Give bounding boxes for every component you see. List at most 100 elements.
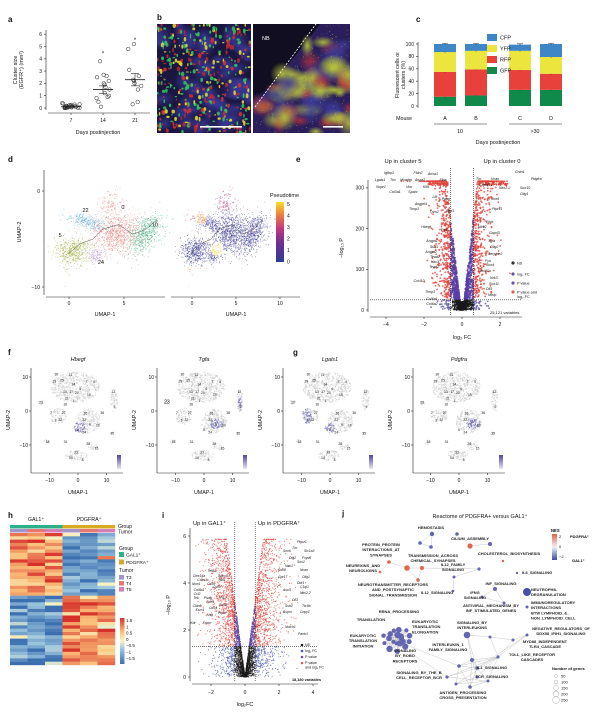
cell-point bbox=[236, 249, 237, 250]
cell-point bbox=[261, 217, 262, 218]
cell-point bbox=[253, 249, 254, 250]
cell-point bbox=[229, 235, 230, 236]
cell-point bbox=[133, 235, 134, 236]
legend-swatch-cfp bbox=[487, 34, 497, 41]
cell-point bbox=[241, 239, 242, 240]
cell-point bbox=[120, 242, 121, 243]
cell-point bbox=[80, 248, 81, 249]
cell-point bbox=[96, 226, 97, 227]
cell-point bbox=[214, 225, 215, 226]
cell-point bbox=[233, 228, 234, 229]
cell bbox=[245, 23, 247, 26]
cell-point bbox=[119, 221, 120, 222]
cell-point bbox=[98, 219, 99, 220]
cell-point bbox=[141, 240, 142, 241]
cell-point bbox=[228, 214, 229, 215]
cell-point bbox=[94, 244, 95, 245]
speckle bbox=[323, 81, 324, 82]
cell bbox=[166, 129, 169, 133]
cell-point bbox=[124, 216, 125, 217]
speckle bbox=[344, 89, 345, 90]
cell-point bbox=[95, 258, 96, 259]
cell-point bbox=[108, 236, 109, 237]
cell-point bbox=[99, 225, 100, 226]
speckle bbox=[344, 44, 345, 45]
cell-point bbox=[126, 220, 127, 221]
cell-point bbox=[101, 212, 102, 213]
cell-point bbox=[80, 258, 81, 259]
cell-point bbox=[107, 222, 108, 223]
cell-point bbox=[242, 222, 243, 223]
cell bbox=[181, 59, 183, 63]
cell-point bbox=[94, 229, 95, 230]
cell-point bbox=[114, 230, 115, 231]
speckle bbox=[330, 129, 331, 130]
cell-point bbox=[270, 217, 271, 218]
cell-point bbox=[59, 216, 60, 217]
cell-point bbox=[96, 221, 97, 222]
cell-point bbox=[241, 237, 242, 238]
cell bbox=[219, 85, 220, 88]
cell-point bbox=[109, 242, 110, 243]
cell-point bbox=[126, 248, 127, 249]
cell bbox=[185, 83, 188, 85]
cell-point bbox=[229, 228, 230, 229]
cell bbox=[159, 118, 161, 121]
cell bbox=[206, 101, 208, 103]
cell-point bbox=[225, 231, 226, 232]
cell-point bbox=[117, 246, 118, 247]
cell-point bbox=[87, 256, 88, 257]
cell bbox=[236, 130, 238, 135]
speckle bbox=[335, 26, 336, 27]
cell bbox=[172, 110, 175, 114]
cell-point bbox=[72, 238, 73, 239]
cell-point bbox=[141, 237, 142, 238]
cell-point bbox=[96, 225, 97, 226]
cell-point bbox=[110, 225, 111, 226]
cell-point bbox=[218, 223, 219, 224]
panel-label-j: j bbox=[341, 509, 344, 518]
cell-point bbox=[198, 219, 199, 220]
cell-point bbox=[121, 246, 122, 247]
speckle bbox=[334, 36, 335, 37]
cell-point bbox=[238, 232, 239, 233]
cell-point bbox=[216, 230, 217, 231]
cell-point bbox=[117, 204, 118, 205]
cell bbox=[166, 116, 170, 118]
cell-point bbox=[220, 238, 221, 239]
cell-point bbox=[96, 243, 97, 244]
cell-point bbox=[89, 222, 90, 223]
cell-point bbox=[97, 241, 98, 242]
cell-point bbox=[136, 244, 137, 245]
cell bbox=[192, 90, 194, 91]
cell bbox=[178, 103, 180, 105]
cell-point bbox=[223, 235, 224, 236]
cell bbox=[213, 114, 214, 116]
cell-point bbox=[124, 251, 125, 252]
category-label: A bbox=[443, 116, 447, 122]
cell-point bbox=[108, 230, 109, 231]
cell-point bbox=[122, 224, 123, 225]
cell-point bbox=[216, 227, 217, 228]
cell-point bbox=[98, 246, 99, 247]
cell-point bbox=[208, 217, 209, 218]
cell-point bbox=[225, 225, 226, 226]
cell-point bbox=[223, 241, 224, 242]
cell-point bbox=[235, 229, 236, 230]
cell-point bbox=[107, 259, 108, 260]
cell-point bbox=[68, 240, 69, 241]
x-tick-label: 7 bbox=[70, 118, 73, 124]
cell-point bbox=[54, 238, 55, 239]
cell-point bbox=[233, 217, 234, 218]
cell-point bbox=[234, 246, 235, 247]
cell-point bbox=[123, 249, 124, 250]
cell-point bbox=[229, 237, 230, 238]
cell bbox=[193, 69, 196, 73]
cell-point bbox=[142, 249, 143, 250]
cell-point bbox=[222, 229, 223, 230]
cell-point bbox=[145, 245, 146, 246]
cell-point bbox=[242, 258, 243, 259]
cell-point bbox=[194, 218, 195, 219]
cell-point bbox=[229, 212, 230, 213]
speckle bbox=[319, 122, 320, 123]
